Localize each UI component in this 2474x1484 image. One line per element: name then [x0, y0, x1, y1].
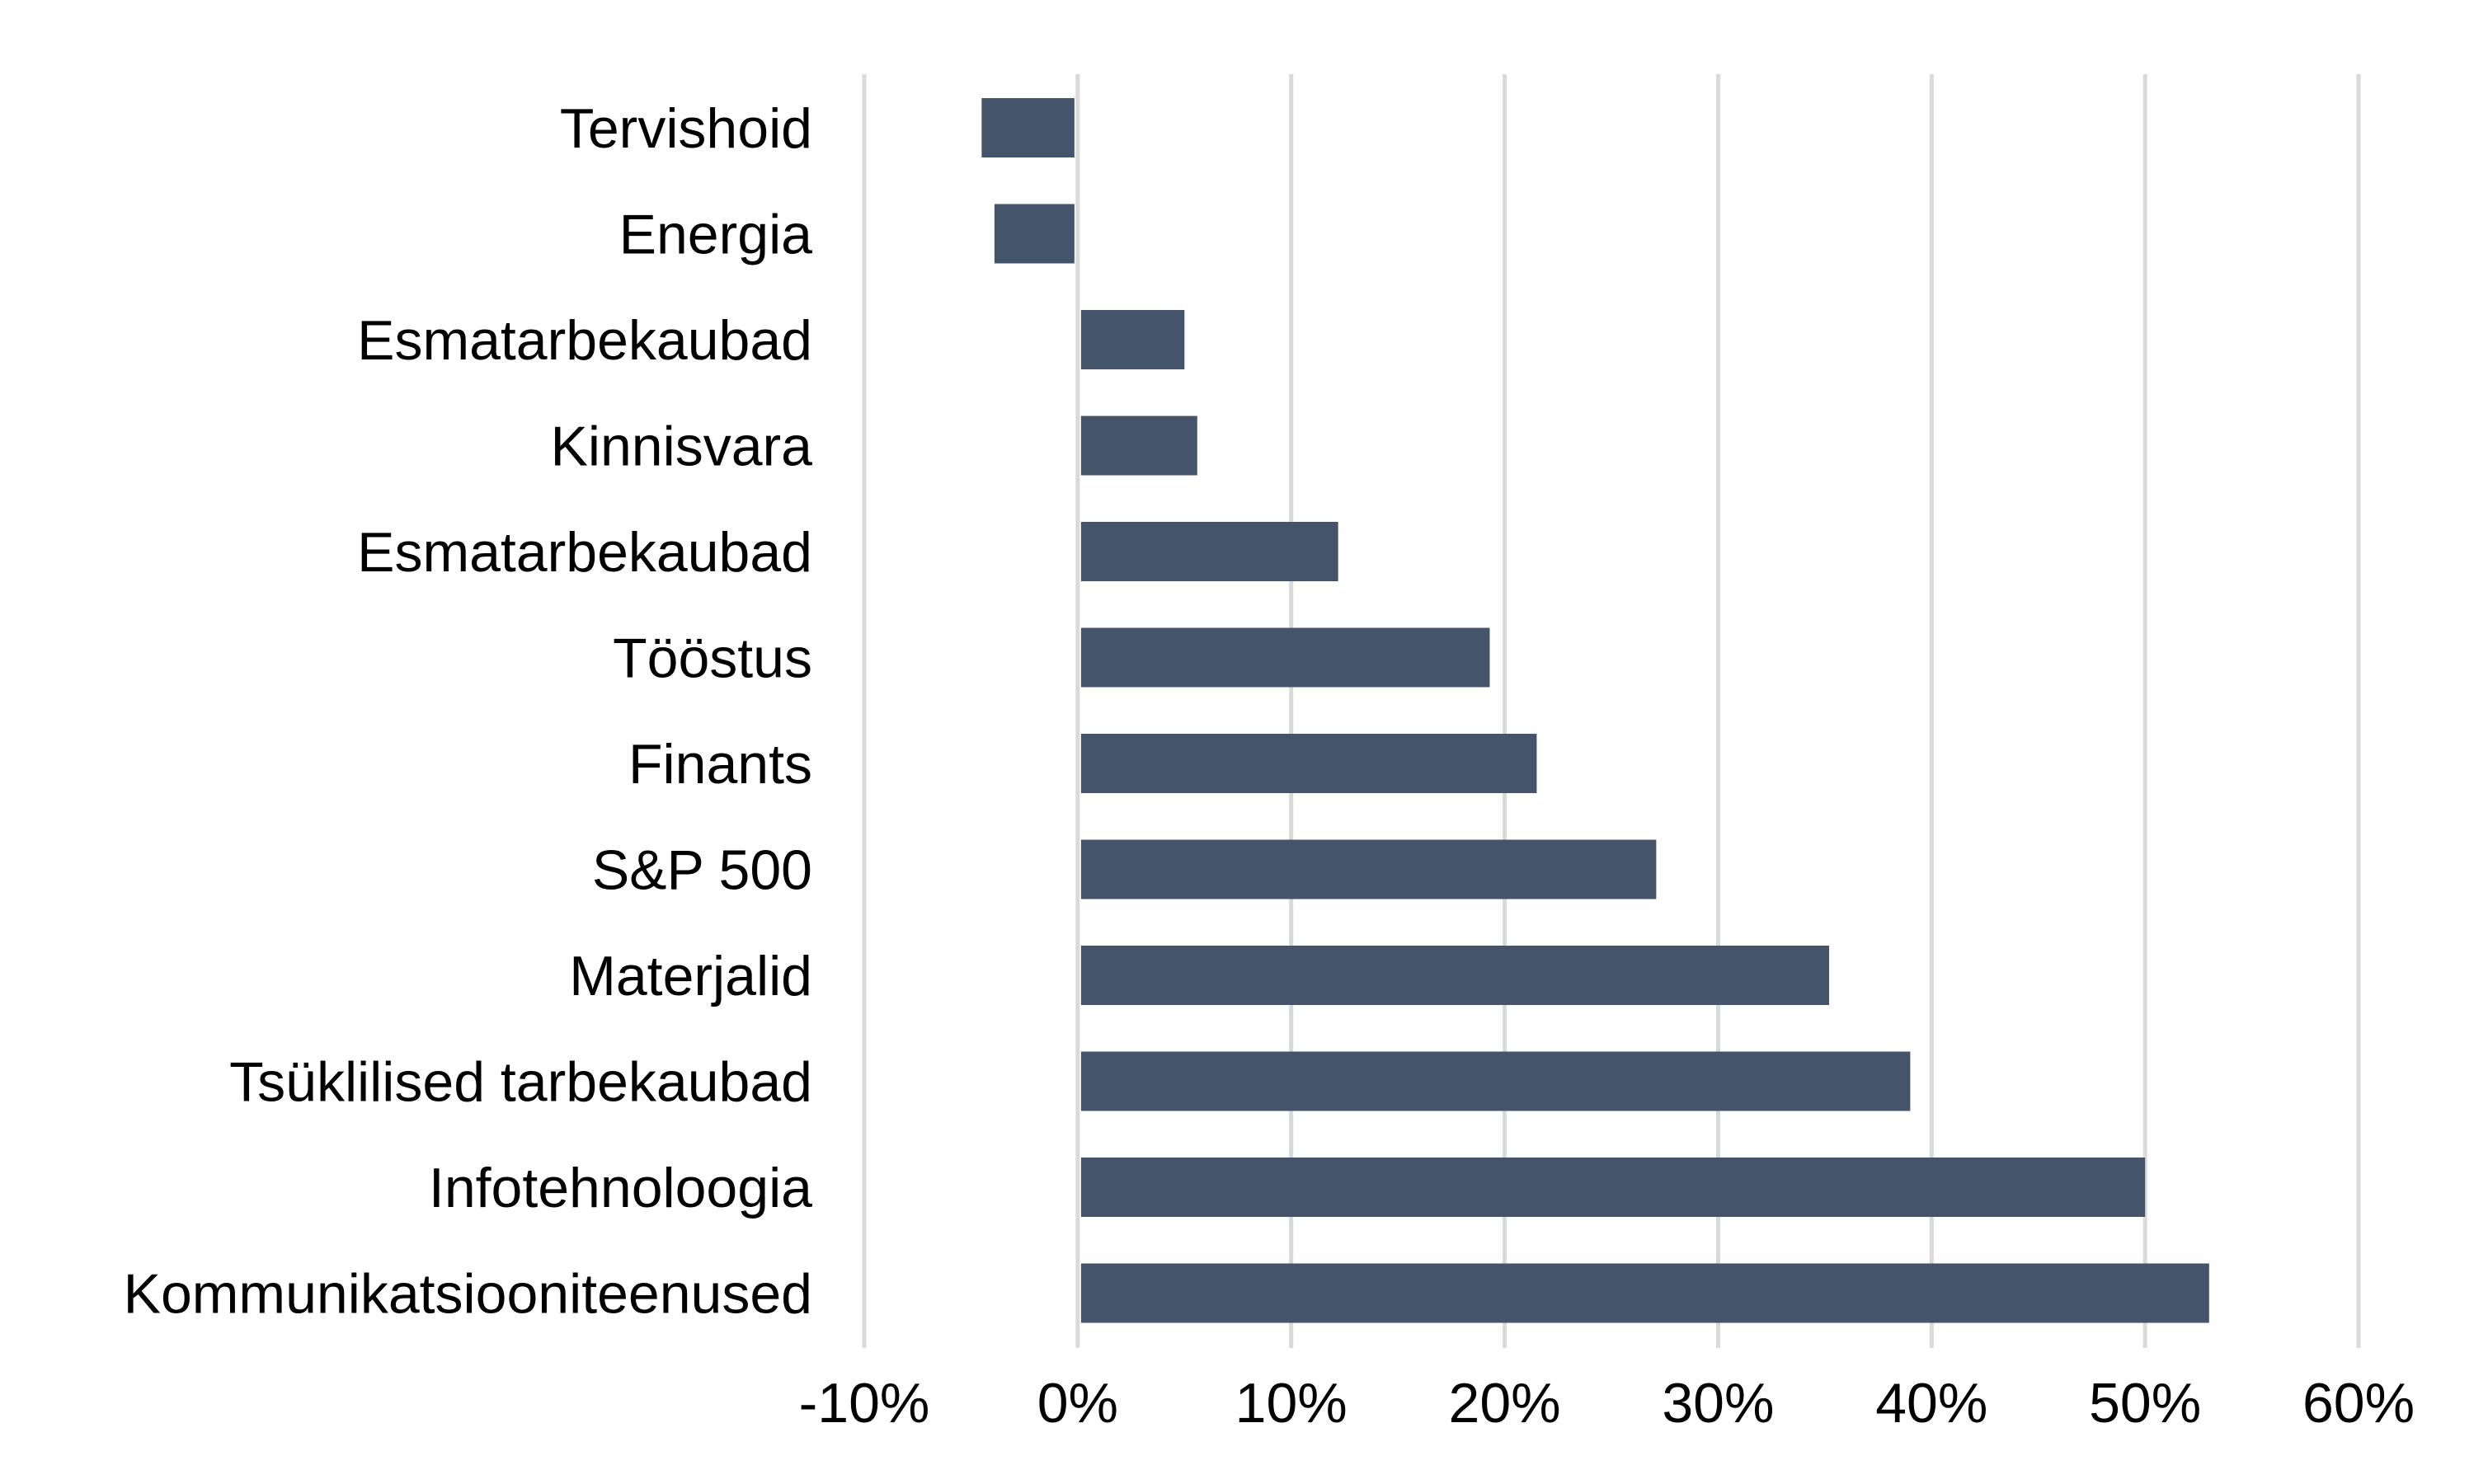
bar — [1080, 1158, 2146, 1217]
x-tick-label: 10% — [1235, 1372, 1348, 1435]
category-label: Kinnisvara — [551, 416, 813, 478]
x-tick-labels: -10% 0% 10% 20% 30% 40% 50% 60% — [799, 1372, 2415, 1435]
bar — [1080, 522, 1338, 581]
bar — [994, 204, 1075, 264]
bar — [1080, 946, 1830, 1005]
category-label: Materjalid — [569, 945, 812, 1007]
category-label: S&P 500 — [592, 839, 812, 902]
x-tick-label: 30% — [1662, 1372, 1774, 1435]
x-tick-label: 50% — [2089, 1372, 2201, 1435]
category-label: Energia — [619, 204, 813, 266]
x-tick-label: 20% — [1449, 1372, 1561, 1435]
bar — [981, 98, 1075, 157]
x-tick-label: 60% — [2302, 1372, 2415, 1435]
bar — [1080, 1051, 1911, 1111]
bars — [981, 98, 2209, 1323]
x-tick-label: 40% — [1875, 1372, 1987, 1435]
category-label: Kommunikatsiooniteenused — [124, 1263, 812, 1326]
bar — [1080, 627, 1490, 688]
category-label: Esmatarbekaubad — [357, 309, 812, 372]
category-labels: Tervishoid Energia Esmatarbekaubad Kinnisva… — [124, 97, 813, 1326]
gridlines — [862, 74, 2361, 1348]
bar — [1080, 310, 1185, 369]
bar — [1080, 734, 1537, 793]
category-label: Tööstus — [613, 627, 812, 690]
bar — [1080, 839, 1657, 899]
x-tick-label: 0% — [1037, 1372, 1118, 1435]
category-label: Tervishoid — [560, 97, 812, 160]
category-label: Esmatarbekaubad — [357, 521, 812, 584]
category-label: Finants — [628, 733, 812, 796]
category-label: Infotehnoloogia — [429, 1157, 812, 1219]
bar — [1080, 1263, 2209, 1323]
category-label: Tsüklilised tarbekaubad — [229, 1051, 812, 1114]
x-tick-label: -10% — [799, 1372, 930, 1435]
bar — [1080, 416, 1197, 476]
